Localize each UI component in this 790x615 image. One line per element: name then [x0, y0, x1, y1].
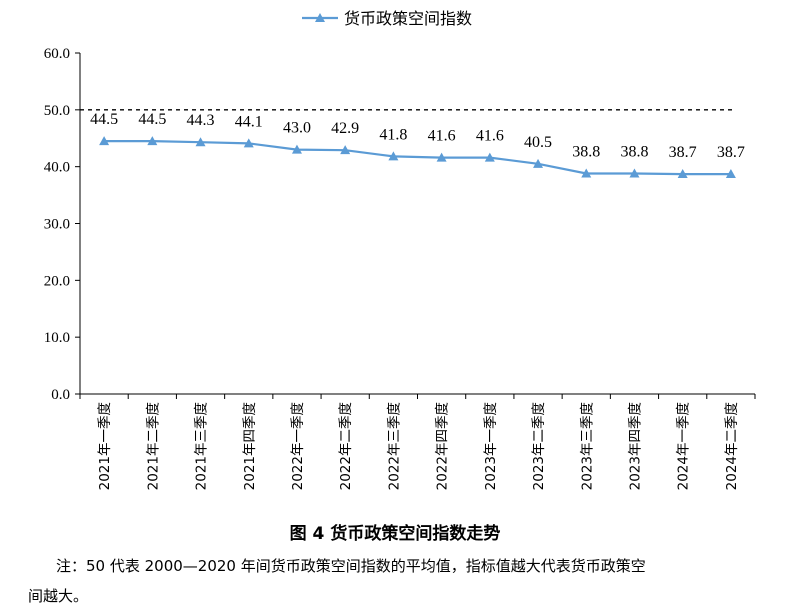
line-chart: 0.0 10.0 20.0 30.0 40.0 50.0 60.0 2021年一季度 2021年… [44, 9, 756, 490]
y-tick-label: 0.0 [51, 387, 70, 403]
note-line-1: 注：50 代表 2000—2020 年间货币政策空间指数的平均值，指标值越大代表… [56, 557, 646, 575]
data-label: 38.7 [669, 144, 697, 161]
figure-note: 注：50 代表 2000—2020 年间货币政策空间指数的平均值，指标值越大代表… [28, 551, 768, 611]
data-point-marker [629, 168, 640, 178]
x-tick-label: 2023年一季度 [483, 402, 499, 490]
data-point-marker [99, 136, 110, 146]
figure-caption: 图 4 货币政策空间指数走势 [0, 519, 790, 544]
y-tick-label: 50.0 [44, 103, 70, 119]
y-tick-label: 40.0 [44, 160, 70, 176]
data-label: 38.7 [717, 144, 745, 161]
data-label: 38.8 [620, 143, 648, 160]
data-label: 41.6 [428, 128, 456, 145]
data-label: 40.5 [524, 134, 552, 151]
x-tick-label: 2023年三季度 [579, 402, 595, 490]
x-tick-label: 2021年四季度 [242, 402, 258, 490]
x-tick-label: 2022年一季度 [290, 402, 306, 490]
y-tick-label: 60.0 [44, 46, 70, 62]
legend-marker-icon [315, 13, 325, 22]
figure-number: 图 4 [289, 524, 325, 544]
data-point-marker [677, 169, 688, 179]
data-point-marker [725, 169, 736, 179]
data-point-marker [195, 137, 206, 147]
data-point-marker [581, 168, 592, 178]
data-point-marker [243, 138, 254, 148]
data-label: 44.1 [235, 113, 263, 130]
y-tick-label: 30.0 [44, 217, 70, 233]
data-point-marker [388, 151, 399, 161]
x-tick-label: 2023年四季度 [627, 402, 643, 490]
x-tick-label: 2021年一季度 [97, 402, 113, 490]
data-point-marker [484, 152, 495, 162]
data-label: 42.9 [331, 120, 359, 137]
data-point-marker [340, 145, 351, 155]
data-point-marker [533, 158, 544, 168]
x-tick-label: 2022年三季度 [386, 402, 402, 490]
figure-title: 货币政策空间指数走势 [330, 524, 501, 544]
y-tick-label: 10.0 [44, 330, 70, 346]
note-line-2: 间越大。 [28, 587, 89, 605]
data-label: 44.5 [90, 111, 118, 128]
x-tick-label: 2024年二季度 [724, 402, 740, 490]
data-label: 41.8 [379, 126, 407, 143]
x-tick-label: 2022年二季度 [338, 402, 354, 490]
series-line [104, 140, 731, 176]
x-tick-label: 2023年二季度 [531, 402, 547, 490]
x-tick-label: 2022年四季度 [435, 402, 451, 490]
data-point-marker [436, 152, 447, 162]
x-tick-label: 2021年二季度 [145, 402, 161, 490]
data-label: 44.3 [187, 112, 215, 129]
data-label: 41.6 [476, 128, 504, 145]
x-tick-label: 2021年三季度 [194, 402, 210, 490]
data-label: 43.0 [283, 120, 311, 137]
data-label: 44.5 [138, 111, 166, 128]
data-point-marker [291, 144, 302, 154]
data-point-marker [147, 136, 158, 146]
x-tick-label: 2024年一季度 [676, 402, 692, 490]
legend-label: 货币政策空间指数 [344, 9, 472, 28]
y-tick-label: 20.0 [44, 273, 70, 289]
data-label: 38.8 [572, 143, 600, 160]
